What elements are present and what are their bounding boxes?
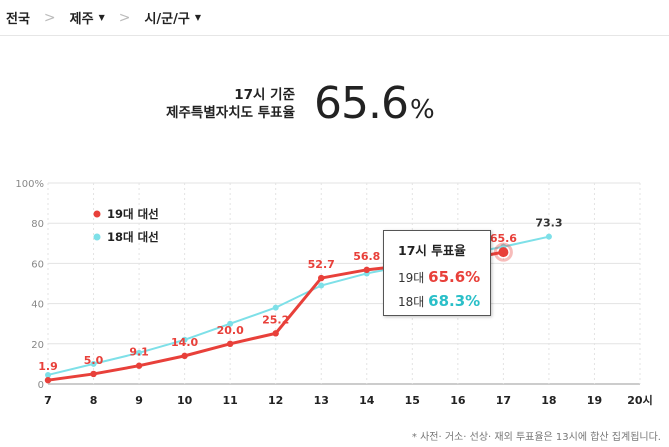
breadcrumb-nav: 전국 > 제주 ▼ > 시/군/구 ▼ bbox=[0, 0, 669, 36]
series-19-point bbox=[272, 330, 279, 337]
y-tick-label: 100% bbox=[15, 179, 44, 190]
series-19-point bbox=[135, 362, 143, 369]
caret-down-icon: ▼ bbox=[194, 13, 202, 22]
x-tick-label: 11 bbox=[222, 394, 237, 407]
headline-turnout-value: 65.6% bbox=[314, 78, 435, 129]
tooltip-row-18-value: 68.3% bbox=[428, 292, 481, 310]
legend-label-19: 19대 대선 bbox=[107, 207, 159, 221]
x-tick-label: 14 bbox=[359, 394, 375, 407]
headline-value: 65.6 bbox=[314, 78, 409, 129]
series-19-point bbox=[226, 340, 234, 347]
series-19-data-label: 56.8 bbox=[353, 250, 380, 263]
nav-item-city-label: 시/군/구 bbox=[144, 12, 190, 27]
series-19-data-label: 14.0 bbox=[171, 336, 198, 349]
chart-legend: 19대 대선 18대 대선 bbox=[93, 207, 159, 244]
y-tick-label: 0 bbox=[38, 380, 44, 391]
x-tick-label: 19 bbox=[587, 394, 602, 407]
x-tick-label: 17 bbox=[496, 394, 511, 407]
legend-marker-18 bbox=[93, 233, 101, 241]
series-19-data-label: 52.7 bbox=[308, 258, 335, 271]
chart-data-labels: 73.3 1.9 5.0 9.1 14.0 20.0 25.2 52.7 56.8 65.6 bbox=[38, 217, 562, 374]
headline-time: 17시 기준 bbox=[234, 87, 295, 103]
y-tick-label: 60 bbox=[31, 259, 44, 270]
series-19-data-label: 9.1 bbox=[129, 346, 149, 359]
x-tick-label: 12 bbox=[268, 394, 283, 407]
series-19-data-label: 25.2 bbox=[262, 313, 289, 326]
nav-item-national[interactable]: 전국 bbox=[6, 8, 30, 27]
series-19-point bbox=[44, 376, 52, 384]
series-19-data-label: 20.0 bbox=[217, 324, 244, 337]
nav-item-city-dropdown[interactable]: 시/군/구 ▼ bbox=[144, 8, 201, 27]
legend-label-18: 18대 대선 bbox=[107, 230, 159, 244]
chevron-right-icon: > bbox=[118, 9, 131, 26]
x-tick-label: 16 bbox=[450, 394, 466, 407]
series-19-point bbox=[181, 352, 188, 360]
legend-marker-19 bbox=[93, 210, 101, 218]
series-18-point bbox=[545, 233, 552, 240]
caret-down-icon: ▼ bbox=[98, 13, 105, 22]
series-19-data-label: 65.6 bbox=[490, 232, 517, 245]
hover-tooltip: 17시 투표율 19대 65.6% 18대 68.3% bbox=[383, 230, 491, 316]
series-18-point bbox=[227, 320, 234, 327]
highlight-ring bbox=[493, 242, 513, 262]
nav-item-jeju-label: 제주 bbox=[69, 12, 94, 27]
series-19-data-label: 5.0 bbox=[84, 354, 104, 367]
x-tick-label: 10 bbox=[177, 394, 193, 407]
tooltip-row-19-label: 19대 bbox=[398, 271, 425, 285]
series-18-point bbox=[90, 360, 97, 367]
series-19-point bbox=[363, 266, 370, 274]
tooltip-row-18-label: 18대 bbox=[398, 295, 425, 309]
series-18-data-label: 73.3 bbox=[535, 217, 562, 230]
series-18-point bbox=[318, 282, 325, 289]
headline-region: 제주특별자치도 투표율 bbox=[166, 105, 295, 121]
x-tick-label: 18 bbox=[541, 394, 556, 407]
y-tick-label: 20 bbox=[31, 340, 44, 351]
y-tick-label: 80 bbox=[31, 219, 44, 230]
x-tick-label: 15 bbox=[405, 394, 420, 407]
x-tick-label: 13 bbox=[314, 394, 329, 407]
nav-item-jeju-dropdown[interactable]: 제주 ▼ bbox=[70, 8, 105, 27]
series-19-data-label: 1.9 bbox=[38, 360, 58, 373]
x-tick-label: 8 bbox=[90, 394, 98, 407]
chart-grid bbox=[47, 182, 641, 385]
headline-caption: 17시 기준 제주특별자치도 투표율 bbox=[166, 86, 295, 122]
series-19-point bbox=[318, 274, 325, 282]
series-19-point bbox=[90, 370, 97, 378]
x-tick-label: 9 bbox=[135, 394, 143, 407]
turnout-headline: 17시 기준 제주특별자치도 투표율 65.6% bbox=[0, 78, 669, 132]
series-18-point bbox=[45, 371, 51, 378]
chart-ticks: 0 20 40 60 80 100% 7 8 9 10 11 12 13 14 15 16 17 18 19 20시 bbox=[15, 179, 652, 407]
series-18-point bbox=[181, 336, 188, 343]
x-tick-label: 20시 bbox=[627, 394, 652, 407]
tooltip-row-19: 19대 65.6% bbox=[398, 265, 490, 289]
chevron-right-icon: > bbox=[43, 9, 56, 26]
nav-item-national-label: 전국 bbox=[6, 12, 30, 27]
tooltip-row-18: 18대 68.3% bbox=[398, 289, 490, 313]
x-tick-label: 7 bbox=[44, 394, 52, 407]
headline-unit: % bbox=[409, 95, 435, 125]
y-tick-label: 40 bbox=[31, 300, 44, 311]
series-18-point bbox=[272, 304, 279, 311]
tooltip-row-19-value: 65.6% bbox=[428, 268, 481, 286]
tooltip-title: 17시 투표율 bbox=[398, 243, 466, 258]
highlight-point bbox=[498, 247, 509, 258]
series-18-point bbox=[136, 349, 143, 356]
footnote: * 사전· 거소· 선상· 재외 투표율은 13시에 합산 집계됩니다. bbox=[411, 432, 661, 443]
